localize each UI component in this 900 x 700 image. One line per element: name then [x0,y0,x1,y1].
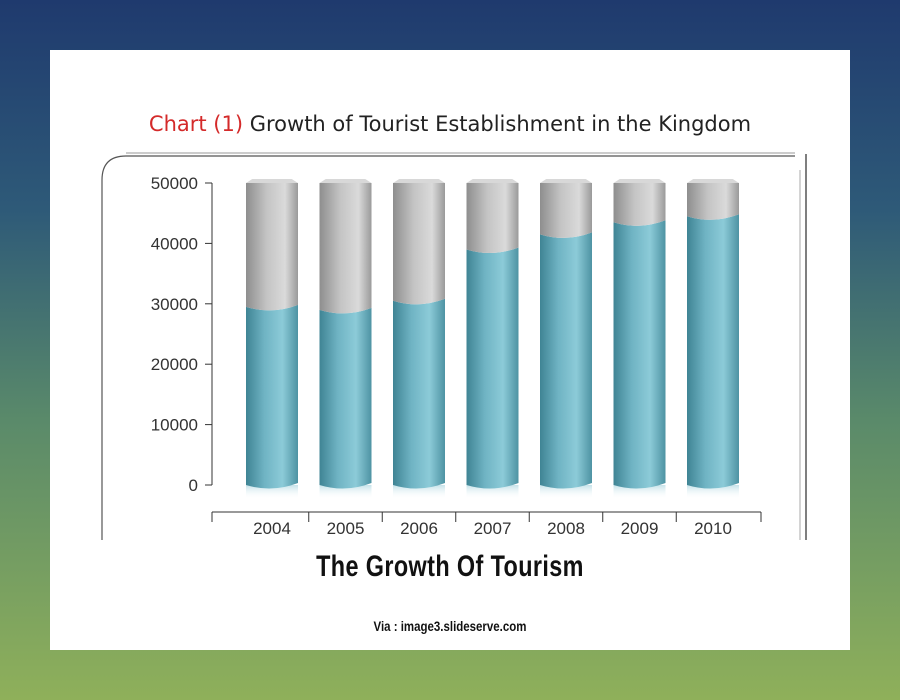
bar-segment-upper [246,183,298,311]
x-tick-label: 2008 [547,519,585,538]
x-tick-label: 2007 [474,519,512,538]
bar-segment-lower [319,307,372,489]
bar-segment-upper [687,183,739,220]
chart-title-text: Growth of Tourist Establishment in the K… [249,112,752,136]
bar-segment-lower [246,304,298,489]
bar-segment-lower [613,220,666,489]
bar-segment-upper [393,183,445,305]
y-tick-label: 40000 [151,234,198,253]
bar-segment-upper [613,183,666,226]
bar-top-face [246,179,298,183]
y-tick-label: 10000 [151,416,198,435]
bars [246,179,739,499]
bar-segment-upper [319,183,372,314]
chart-frame-outline [101,155,795,540]
y-tick-label: 50000 [151,174,198,193]
y-tick-label: 20000 [151,355,198,374]
bar-reflection [246,485,298,499]
bar-top-face [540,179,592,183]
x-tick-label: 2004 [253,519,291,538]
bar-top-face [393,179,445,183]
bar-reflection [540,485,592,499]
x-axis: 2004 2005 2006 2007 2008 2009 2010 [211,511,762,538]
bar-top-face [466,179,519,183]
x-tick-label: 2006 [400,519,438,538]
bar-top-face [687,179,739,183]
bar-segment-upper [540,183,592,238]
x-tick-label: 2005 [327,519,365,538]
bar-top-face [319,179,372,183]
y-tick-label: 0 [189,476,198,495]
bar-segment-lower [687,214,739,489]
chart-frame [101,152,807,540]
source-credit: Via : image3.slideserve.com [373,618,527,634]
slide-card: Chart (1) Growth of Tourist Establishmen… [50,50,850,650]
chart-title-prefix: Chart (1) [148,112,244,136]
bar-segment-upper [466,183,519,253]
x-tick-label: 2010 [694,519,732,538]
bar-top-face [613,179,666,183]
bar-reflection [687,485,739,499]
chart-title: Chart (1) Growth of Tourist Establishmen… [50,112,850,136]
bar-reflection [466,485,519,499]
bar-segment-lower [466,247,519,489]
bar-segment-lower [540,232,592,489]
bar-segment-lower [393,298,445,489]
y-axis: 0 10000 20000 30000 40000 50000 [151,174,213,495]
bar-reflection [393,485,445,499]
x-tick-label: 2009 [621,519,659,538]
slide-caption: The Growth Of Tourism [316,550,584,583]
bar-reflection [613,485,666,499]
bar-reflection [319,485,372,499]
y-tick-label: 30000 [151,295,198,314]
